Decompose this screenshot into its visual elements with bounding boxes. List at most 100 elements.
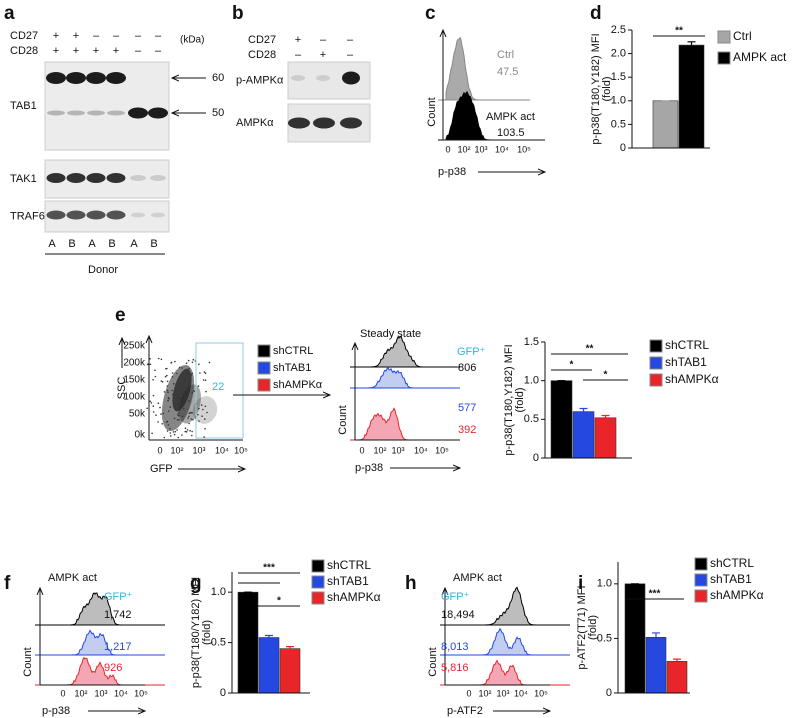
scatter-dot [202, 379, 205, 381]
scatter-dot [188, 400, 190, 402]
gate-value: 1,217 [104, 641, 132, 653]
sign: + [73, 30, 79, 42]
lane-label: A [48, 238, 56, 250]
scatter-dot [204, 428, 206, 430]
band [150, 175, 166, 181]
scatter-dot [161, 381, 164, 383]
gate-label: GFP⁺ [104, 591, 133, 603]
scatter-dot [185, 431, 188, 433]
band [313, 117, 335, 129]
scatter-dot [174, 430, 177, 433]
scatter-dot [178, 412, 180, 414]
bar [279, 648, 301, 694]
sign: + [295, 34, 301, 46]
gate-label: GFP⁺ [441, 591, 470, 603]
bar [550, 380, 573, 459]
gate-value: 392 [458, 424, 476, 436]
y-label: p-ATF2(T71) MFI [576, 585, 588, 669]
scatter-dot [166, 374, 168, 377]
sign: + [113, 45, 119, 57]
band [46, 72, 66, 84]
bar [666, 661, 688, 694]
legend-label: shCTRL [710, 556, 754, 570]
scatter-dot [188, 412, 191, 415]
scatter-dot [165, 421, 168, 423]
scatter-dot [189, 376, 192, 379]
x-tick-label: 10⁴ [495, 144, 509, 154]
scatter-dot [174, 360, 176, 363]
scatter-dot [176, 419, 179, 421]
scatter-dot [158, 357, 160, 360]
y-label: Count [337, 405, 349, 434]
unit-label: (kDa) [180, 35, 204, 46]
legend-swatch [311, 575, 325, 589]
scatter-dot [200, 404, 203, 406]
x-tick-label: 10³ [391, 445, 404, 455]
scatter-dot [176, 393, 179, 396]
y-label: (fold) [587, 615, 599, 640]
scatter-dot [178, 414, 180, 417]
scatter-dot [192, 358, 195, 361]
scatter-dot [204, 405, 207, 408]
scatter-dot [160, 380, 163, 382]
error-bar [673, 658, 681, 662]
scatter-dot [160, 413, 162, 415]
legend-label: AMPK act [486, 111, 535, 123]
scatter-dot [178, 410, 180, 412]
x-tick-label: 10³ [474, 144, 487, 154]
scatter-dot [187, 417, 189, 419]
scatter-dot [190, 411, 192, 414]
band [66, 173, 86, 183]
scatter-dot [170, 361, 173, 364]
error-bar [265, 634, 273, 638]
scatter-dot [167, 424, 170, 426]
y-label: Count [22, 647, 34, 676]
y-tick-label: 1.5 [611, 71, 626, 83]
scatter-dot [190, 418, 193, 420]
panel-title: Steady state [360, 328, 421, 340]
y-tick-label: 0 [533, 452, 539, 464]
scatter-dot [193, 390, 195, 392]
marker-label: 50 [212, 107, 224, 119]
scatter-dot [162, 412, 165, 415]
band [87, 110, 105, 116]
y-label: (fold) [601, 76, 613, 101]
blot [44, 200, 170, 233]
scatter-cloud [179, 384, 201, 424]
histogram [357, 407, 430, 441]
scatter-dot [166, 389, 169, 392]
band [130, 175, 146, 181]
scatter-cloud [172, 368, 192, 412]
scatter-dot [205, 390, 207, 393]
scatter-dot [198, 420, 200, 422]
error-bar [579, 407, 588, 412]
scatter-dot [208, 361, 211, 364]
gate-value: 18,494 [441, 609, 475, 621]
y-label: (fold) [201, 620, 213, 645]
gate-value: 926 [104, 662, 122, 674]
scatter-dot [155, 414, 157, 417]
lane-label: A [88, 238, 96, 250]
scatter-dot [188, 381, 190, 384]
scatter-dot [185, 398, 187, 400]
panel-letter: d [590, 3, 602, 24]
bar [678, 44, 705, 149]
scatter-dot [197, 385, 200, 387]
gate-label: GFP⁺ [457, 346, 486, 358]
scatter-dot [183, 391, 186, 393]
scatter-dot [167, 391, 169, 394]
gate-value: 806 [458, 362, 476, 374]
panel-letter: f [4, 573, 11, 594]
band [46, 173, 66, 183]
scatter-dot [181, 415, 184, 418]
scatter-dot [166, 385, 169, 387]
lane-label: B [68, 238, 75, 250]
scatter-dot [191, 430, 193, 433]
scatter-dot [181, 388, 184, 390]
scatter-dot [191, 391, 194, 394]
y-label: p-p38(T180,Y182) MFI [590, 33, 602, 144]
legend-label: shTAB1 [327, 574, 369, 588]
scatter-dot [179, 397, 182, 400]
scatter-dot [185, 395, 188, 398]
scatter-dot [149, 358, 151, 360]
